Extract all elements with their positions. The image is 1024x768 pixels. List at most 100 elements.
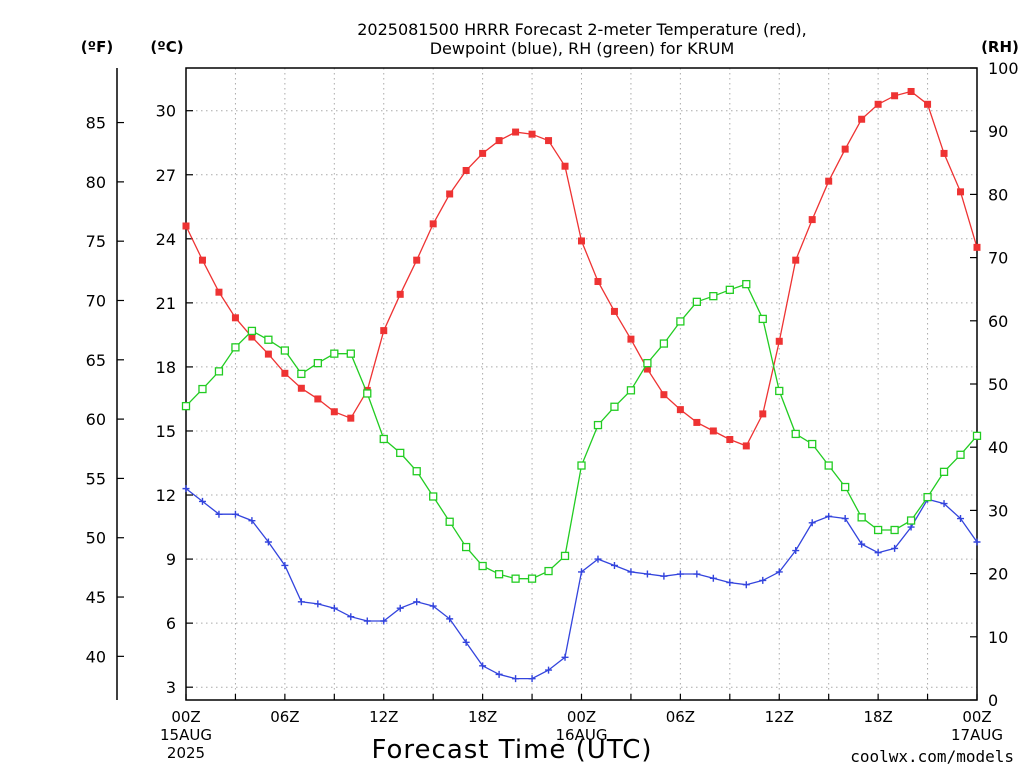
dewpoint-point xyxy=(528,675,536,683)
rh-point xyxy=(527,574,537,583)
celsius-tick-label: 9 xyxy=(166,550,176,569)
dewpoint-point xyxy=(512,675,520,683)
fahrenheit-tick-label: 50 xyxy=(86,529,106,548)
temperature-point xyxy=(446,190,454,198)
rh-point xyxy=(824,461,833,470)
dewpoint-point xyxy=(709,574,717,582)
rh-point xyxy=(511,574,520,583)
rh-tick-label: 100 xyxy=(988,59,1019,78)
rh-point xyxy=(890,525,899,535)
rh-tick-label: 50 xyxy=(988,375,1008,394)
x-tick-label: 00Z xyxy=(962,708,991,726)
dewpoint-point xyxy=(792,547,800,555)
temperature-point xyxy=(462,166,470,174)
temperature-point xyxy=(281,369,289,377)
celsius-tick-label: 21 xyxy=(156,294,176,313)
dewpoint-point xyxy=(841,515,849,523)
dewpoint-point xyxy=(413,598,421,606)
x-tick-label: 18Z xyxy=(468,708,497,726)
dewpoint-point xyxy=(594,555,602,563)
rh-point xyxy=(429,492,438,501)
rh-point xyxy=(956,450,965,459)
chart-title-line2: Dewpoint (blue), RH (green) for KRUM xyxy=(430,39,735,58)
dewpoint-point xyxy=(297,598,305,606)
celsius-tick-label: 3 xyxy=(166,678,176,697)
rh-point xyxy=(659,339,669,348)
fahrenheit-tick-label: 55 xyxy=(86,469,106,488)
fahrenheit-tick-label: 40 xyxy=(86,647,106,666)
rh-point xyxy=(297,369,306,379)
dewpoint-point xyxy=(759,576,767,584)
fahrenheit-unit-label: (ºF) xyxy=(81,38,113,56)
temperature-point xyxy=(709,427,717,435)
temperature-point xyxy=(479,149,487,157)
axes-layer xyxy=(116,67,978,701)
rh-point xyxy=(379,434,388,444)
temperature-point xyxy=(231,314,239,322)
temperature-point xyxy=(264,350,272,358)
rh-point xyxy=(808,439,817,449)
temperature-point xyxy=(924,100,932,108)
rh-point xyxy=(709,292,718,301)
temperature-point xyxy=(825,177,833,185)
rh-point xyxy=(181,401,191,411)
dewpoint-point xyxy=(726,579,734,587)
dewpoint-point xyxy=(248,517,256,525)
temperature-point xyxy=(627,335,635,343)
temperature-point xyxy=(957,188,965,196)
temperature-point xyxy=(792,256,800,264)
rh-point xyxy=(264,335,273,344)
temperature-point xyxy=(643,365,651,373)
temperature-point xyxy=(198,256,206,264)
rh-tick-label: 0 xyxy=(988,691,998,710)
x-tick-label: 12Z xyxy=(369,708,398,726)
dewpoint-point xyxy=(396,604,404,612)
rh-point xyxy=(676,317,685,326)
temperature-point xyxy=(759,410,767,418)
x-tick-label: 2025 xyxy=(167,744,205,762)
celsius-tick-label: 18 xyxy=(156,358,176,377)
temperature-series xyxy=(182,87,981,450)
temperature-point xyxy=(726,436,734,444)
temperature-point xyxy=(808,216,816,224)
fahrenheit-tick-label: 60 xyxy=(86,410,106,429)
dewpoint-series xyxy=(182,485,981,683)
rh-point xyxy=(494,570,504,579)
dewpoint-point xyxy=(215,510,223,518)
rh-tick-label: 90 xyxy=(988,122,1008,141)
temperature-point xyxy=(248,333,256,341)
dewpoint-point xyxy=(363,617,371,625)
rh-unit-label: (RH) xyxy=(981,38,1019,56)
rh-point xyxy=(577,461,586,470)
rh-point xyxy=(280,346,290,355)
fahrenheit-tick-label: 75 xyxy=(86,232,106,251)
dewpoint-point xyxy=(660,572,668,580)
dewpoint-point xyxy=(627,568,635,576)
dewpoint-point xyxy=(742,581,750,589)
rh-tick-label: 40 xyxy=(988,438,1008,457)
dewpoint-point xyxy=(693,570,701,578)
x-tick-label: 12Z xyxy=(765,708,794,726)
rh-point xyxy=(692,297,702,306)
credit-link[interactable]: coolwx.com/models xyxy=(850,747,1014,766)
rh-series xyxy=(181,279,982,583)
temperature-point xyxy=(347,414,355,422)
celsius-unit-label: (ºC) xyxy=(150,38,183,56)
x-tick-label: 17AUG xyxy=(951,726,1003,744)
grid-layer xyxy=(186,68,977,700)
temperature-point xyxy=(330,408,338,416)
rh-point xyxy=(775,386,784,396)
rh-point xyxy=(544,566,553,576)
chart-title-line1: 2025081500 HRRR Forecast 2-meter Tempera… xyxy=(357,20,807,39)
dewpoint-point xyxy=(330,604,338,612)
rh-point xyxy=(610,402,619,411)
temperature-point xyxy=(512,128,520,136)
fahrenheit-tick-label: 70 xyxy=(86,291,106,310)
rh-point xyxy=(313,358,322,368)
temperature-point xyxy=(396,290,404,298)
temperature-point xyxy=(545,137,553,145)
dewpoint-point xyxy=(429,602,437,610)
temperature-point xyxy=(940,149,948,157)
rh-point xyxy=(873,525,883,535)
temperature-point xyxy=(182,222,190,230)
